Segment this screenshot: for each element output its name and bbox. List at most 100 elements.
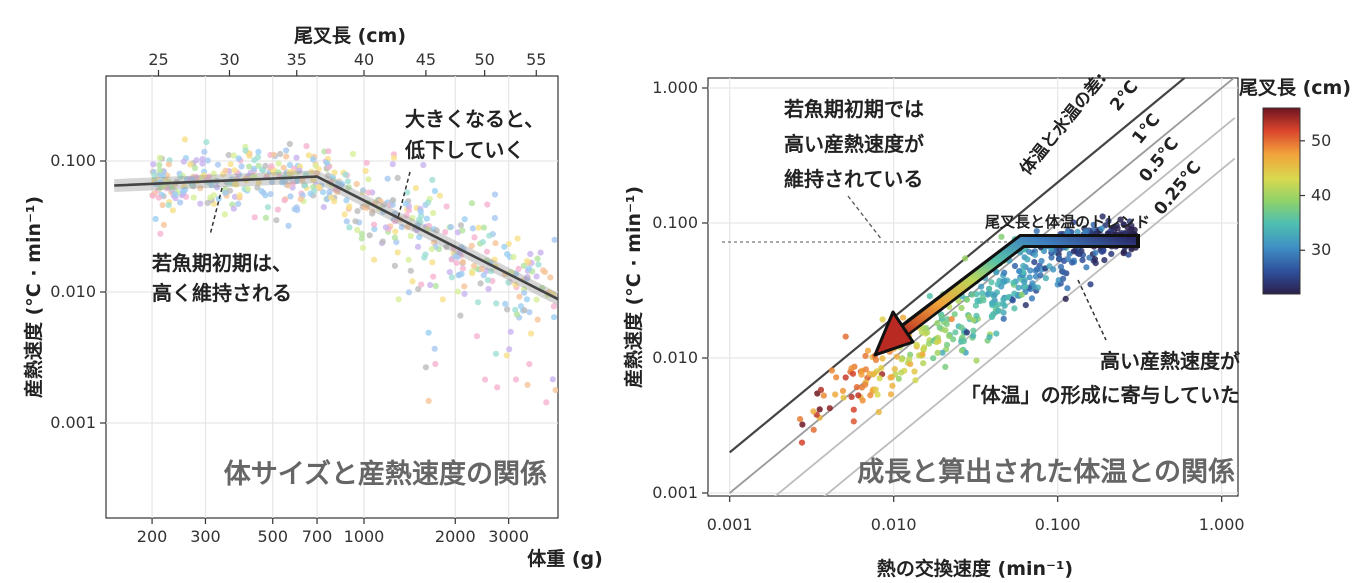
left-point xyxy=(526,265,533,272)
left-point xyxy=(457,222,464,229)
left-point xyxy=(471,234,478,241)
left-point xyxy=(254,184,261,191)
right-point xyxy=(962,255,969,262)
right-point xyxy=(839,387,847,394)
left-point xyxy=(177,173,184,180)
left-point xyxy=(416,216,423,223)
left-point xyxy=(395,296,402,303)
right-point xyxy=(840,394,847,401)
left-point xyxy=(504,251,511,258)
left-point xyxy=(287,193,294,200)
right-point xyxy=(895,375,902,382)
trend-arrow-head xyxy=(873,310,915,357)
left-trend xyxy=(114,170,558,306)
left-point xyxy=(191,164,198,172)
right-point xyxy=(970,327,977,334)
left-point xyxy=(491,214,498,222)
left-top-ticks: 25 30 35 40 45 50 55 xyxy=(148,50,546,76)
left-point xyxy=(446,269,453,276)
right-point xyxy=(816,406,823,413)
left-point xyxy=(417,208,424,215)
left-point xyxy=(199,160,206,167)
right-point xyxy=(1010,279,1017,286)
left-point xyxy=(527,250,534,258)
left-point xyxy=(286,161,293,169)
left-point xyxy=(484,201,491,208)
right-point xyxy=(913,341,920,348)
right-point xyxy=(1048,254,1055,261)
left-point xyxy=(501,243,508,250)
right-point xyxy=(1117,216,1124,223)
right-point xyxy=(1120,221,1127,228)
right-point xyxy=(1031,259,1038,266)
right-point xyxy=(817,386,825,393)
right-point xyxy=(850,406,857,413)
left-point xyxy=(156,154,163,161)
left-point xyxy=(286,140,293,148)
left-point xyxy=(201,148,208,155)
left-point xyxy=(429,176,436,183)
right-point xyxy=(879,316,886,323)
left-point xyxy=(244,185,252,192)
right-point xyxy=(1065,256,1072,263)
left-point xyxy=(284,182,292,189)
left-point xyxy=(199,155,206,163)
left-point xyxy=(425,329,432,336)
left-point xyxy=(222,189,229,196)
left-point xyxy=(404,189,411,196)
left-point xyxy=(452,252,459,260)
right-point xyxy=(898,369,905,376)
left-point xyxy=(366,232,373,239)
left-point xyxy=(165,202,172,209)
left-point xyxy=(268,178,275,185)
right-point xyxy=(1033,228,1040,235)
colorbar-title: 尾叉長 (cm) xyxy=(1239,77,1351,99)
right-point xyxy=(1101,257,1108,264)
right-y-tick-label: 1.000 xyxy=(652,78,698,97)
left-point xyxy=(391,262,398,269)
left-point xyxy=(405,256,412,263)
right-point xyxy=(974,297,981,304)
left-point xyxy=(487,268,495,275)
left-point xyxy=(523,258,531,265)
right-annotation-1-line-2: 高い産熱速度が xyxy=(784,132,924,156)
left-point xyxy=(425,397,432,404)
right-point xyxy=(934,349,941,356)
left-point xyxy=(540,267,547,274)
right-point xyxy=(946,332,953,340)
left-point xyxy=(341,211,348,218)
left-point xyxy=(221,211,228,218)
right-point xyxy=(1042,275,1049,282)
right-point xyxy=(1021,278,1028,285)
left-point xyxy=(439,296,446,303)
right-point xyxy=(978,283,985,290)
left-point xyxy=(494,384,501,391)
right-point xyxy=(1083,228,1090,235)
right-point xyxy=(943,321,950,328)
left-point xyxy=(477,280,484,287)
left-point xyxy=(204,157,211,164)
left-point xyxy=(325,148,332,155)
left-point xyxy=(353,180,360,188)
right-point xyxy=(1070,248,1077,255)
right-x-ticks: 0.001 0.010 0.100 1.000 xyxy=(707,496,1245,534)
left-point xyxy=(507,328,514,335)
right-x-tick-label: 1.000 xyxy=(1199,515,1245,534)
left-point xyxy=(521,307,528,314)
left-point xyxy=(299,177,306,184)
right-point xyxy=(906,356,913,363)
left-annotation-leader-1 xyxy=(209,187,223,236)
right-point xyxy=(848,365,855,372)
right-point xyxy=(1018,291,1025,298)
trend-arrow-fill xyxy=(896,237,1136,339)
right-chart: 0.001 0.010 0.100 1.000 0.001 0.010 0.100 1.00… xyxy=(622,68,1351,580)
right-point xyxy=(986,285,993,292)
right-point xyxy=(943,341,951,348)
left-point xyxy=(474,299,482,306)
left-point xyxy=(443,243,450,251)
left-top-tick-label: 30 xyxy=(219,50,239,69)
right-annotation-leader-1 xyxy=(847,195,883,241)
left-point xyxy=(232,181,239,188)
right-point xyxy=(1062,295,1069,302)
right-point xyxy=(1092,249,1099,256)
